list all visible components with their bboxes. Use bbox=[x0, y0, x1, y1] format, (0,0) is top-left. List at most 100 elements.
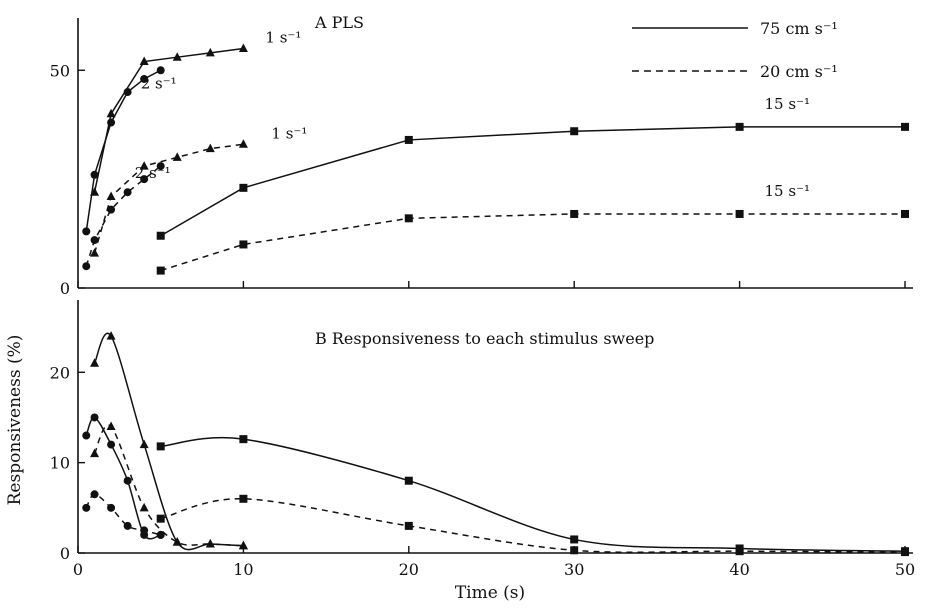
data-point bbox=[205, 143, 215, 153]
y-tick-label: 20 bbox=[50, 363, 70, 382]
series-line bbox=[93, 332, 244, 551]
data-point bbox=[735, 209, 744, 218]
legend-label: 75 cm s⁻¹ bbox=[760, 19, 838, 38]
data-point bbox=[82, 431, 91, 440]
data-point bbox=[205, 47, 215, 57]
data-point bbox=[156, 514, 165, 523]
data-point bbox=[123, 521, 132, 530]
data-point bbox=[404, 521, 413, 530]
x-tick-label: 50 bbox=[895, 560, 915, 579]
data-point bbox=[106, 421, 116, 430]
data-point bbox=[238, 43, 248, 52]
series-line bbox=[85, 416, 161, 540]
data-point bbox=[570, 127, 579, 136]
data-point bbox=[570, 546, 579, 555]
y-tick-label: 0 bbox=[60, 544, 70, 563]
data-point bbox=[172, 52, 182, 61]
series bbox=[90, 421, 248, 550]
data-point bbox=[901, 548, 909, 557]
series-label: 1 s⁻¹ bbox=[271, 124, 307, 142]
series-label: 2 s⁻¹ bbox=[141, 74, 177, 92]
data-point bbox=[140, 175, 149, 184]
series: 15 s⁻¹ bbox=[156, 182, 909, 275]
x-tick-label: 20 bbox=[399, 560, 419, 579]
legend: 75 cm s⁻¹ 20 cm s⁻¹ bbox=[632, 19, 838, 81]
data-point bbox=[156, 266, 165, 275]
data-point bbox=[172, 537, 182, 546]
series-line bbox=[85, 493, 161, 536]
data-point bbox=[239, 494, 248, 503]
data-point bbox=[570, 535, 579, 544]
series bbox=[156, 494, 909, 557]
x-tick-label: 30 bbox=[564, 560, 584, 579]
data-point bbox=[107, 440, 116, 449]
series: 2 s⁻¹ bbox=[82, 66, 177, 236]
data-point bbox=[90, 236, 99, 245]
panel-b: 0 10 20 0 10 20 30 40 50 B Responsiveness to each… bbox=[50, 300, 915, 579]
series-label: 15 s⁻¹ bbox=[765, 95, 810, 113]
data-point bbox=[205, 538, 215, 548]
data-point bbox=[90, 248, 100, 257]
series: 1 s⁻¹ bbox=[90, 28, 301, 196]
data-point bbox=[570, 209, 579, 218]
data-point bbox=[239, 435, 248, 444]
series-line bbox=[160, 126, 905, 237]
data-point bbox=[238, 540, 248, 550]
series bbox=[82, 490, 165, 539]
data-point bbox=[90, 358, 100, 367]
data-point bbox=[404, 135, 413, 144]
data-point bbox=[107, 205, 116, 214]
data-point bbox=[82, 227, 91, 236]
data-point bbox=[106, 108, 116, 118]
data-point bbox=[901, 122, 909, 131]
series-line bbox=[93, 47, 244, 193]
y-tick-label: 10 bbox=[50, 454, 70, 473]
data-point bbox=[140, 74, 149, 83]
data-point bbox=[901, 209, 909, 218]
x-axis-label: Time (s) bbox=[455, 583, 525, 603]
data-point bbox=[156, 442, 165, 451]
series-label: 1 s⁻¹ bbox=[265, 28, 301, 46]
data-point bbox=[238, 139, 248, 148]
series bbox=[82, 413, 165, 540]
data-point bbox=[239, 183, 248, 192]
data-point bbox=[106, 191, 116, 201]
data-point bbox=[404, 476, 413, 485]
y-tick-label: 0 bbox=[60, 279, 70, 298]
series-line bbox=[93, 424, 244, 547]
data-point bbox=[123, 188, 132, 197]
x-tick-label: 10 bbox=[233, 560, 253, 579]
x-tick-label: 40 bbox=[729, 560, 749, 579]
data-point bbox=[239, 240, 248, 249]
data-point bbox=[123, 476, 132, 485]
data-point bbox=[140, 526, 149, 535]
series-label: 15 s⁻¹ bbox=[765, 182, 810, 200]
data-point bbox=[107, 118, 116, 127]
panel-title: A PLS bbox=[314, 13, 364, 32]
legend-label: 20 cm s⁻¹ bbox=[760, 62, 838, 81]
data-point bbox=[139, 502, 149, 512]
series-line bbox=[160, 213, 905, 272]
data-point bbox=[735, 122, 744, 131]
data-point bbox=[735, 547, 744, 556]
y-tick-label: 50 bbox=[50, 61, 70, 80]
data-point bbox=[106, 331, 116, 340]
data-point bbox=[156, 66, 165, 75]
series: 1 s⁻¹ bbox=[90, 124, 307, 257]
series-line bbox=[160, 498, 906, 554]
series-line bbox=[93, 143, 244, 254]
data-point bbox=[156, 530, 165, 539]
data-point bbox=[90, 413, 99, 422]
data-point bbox=[90, 448, 100, 458]
data-point bbox=[156, 162, 165, 171]
data-point bbox=[172, 152, 182, 161]
series-label: 2 s⁻¹ bbox=[135, 164, 171, 182]
data-point bbox=[82, 503, 91, 512]
panel-a: 0 50 A PLS 1 s⁻¹ 2 s⁻¹ 15 s⁻¹ 1 s⁻¹ 2 s⁻¹ 15 s⁻¹ bbox=[50, 13, 913, 298]
series: 15 s⁻¹ bbox=[156, 95, 909, 240]
data-point bbox=[90, 490, 99, 499]
data-point bbox=[156, 231, 165, 240]
data-point bbox=[139, 56, 149, 66]
y-axis-label: Responsiveness (%) bbox=[5, 335, 25, 506]
